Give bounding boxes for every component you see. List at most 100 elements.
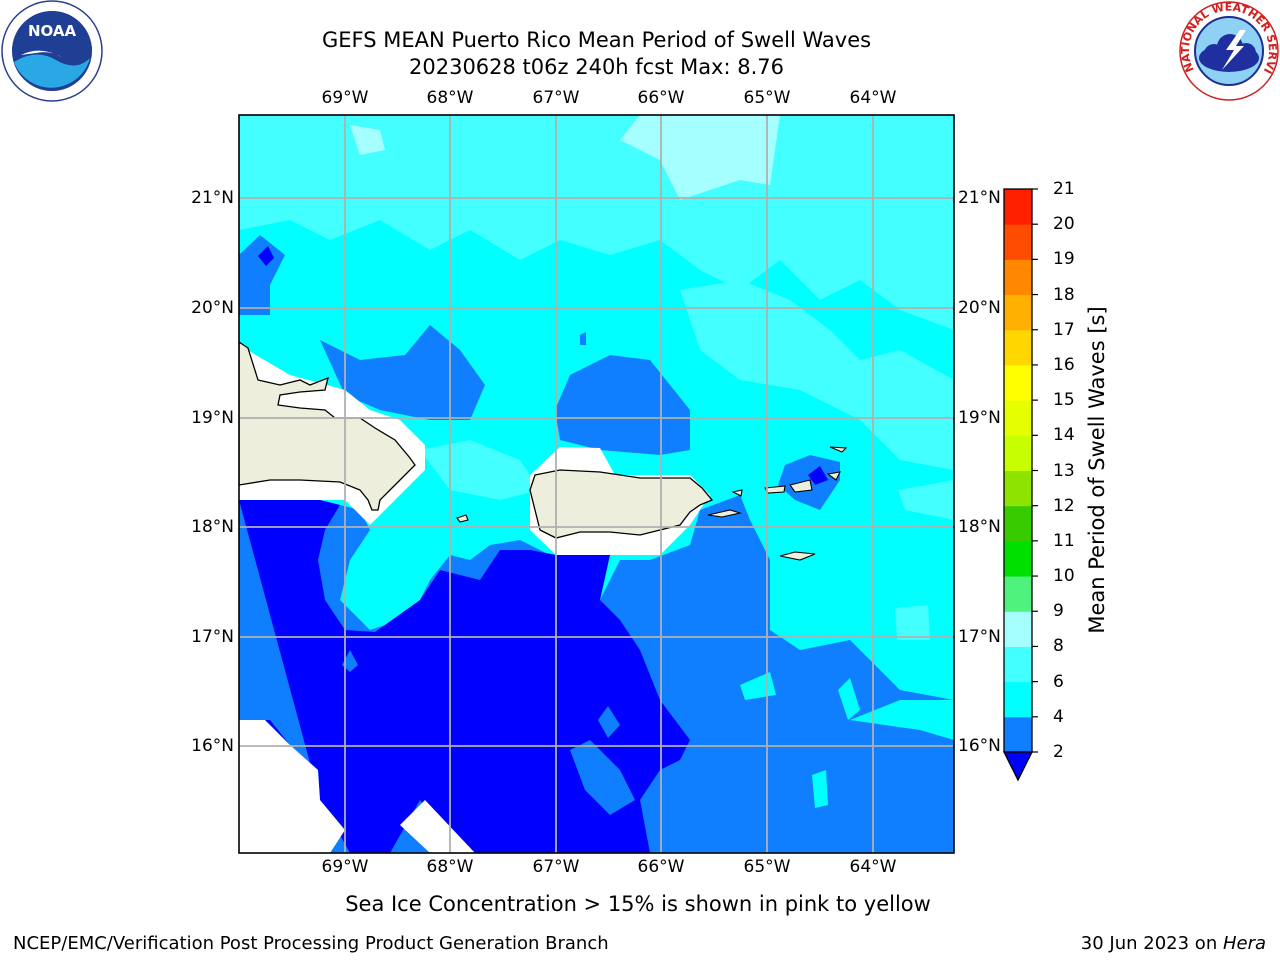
footer-date-text: 30 Jun 2023 on [1080,933,1223,954]
lon-tick-label-bottom: 66°W [637,857,685,877]
masked-region [239,720,345,853]
colorbar-tick-label: 8 [1053,636,1064,657]
period-4-6-region [580,332,586,345]
colorbar-tick-label: 13 [1053,460,1075,481]
lat-tick-label-left: 19°N [191,408,234,428]
period-4-6-region [555,355,690,455]
period-8-9-region [680,280,954,470]
lat-tick-label-right: 19°N [958,408,1001,428]
colorbar-tick-label: 15 [1053,390,1075,411]
colorbar-tick-label: 17 [1053,319,1075,340]
period-4-6-region [239,235,285,315]
lon-tick-label-bottom: 64°W [849,857,897,877]
colorbar-segment [1004,189,1032,225]
nws-logo: NATIONAL WEATHER SERVICE [1178,0,1279,101]
lon-tick-label-bottom: 65°W [743,857,791,877]
colorbar-segment [1004,364,1032,401]
period-8-9-region [895,605,930,640]
period-2-4-region [258,246,274,266]
colorbar-segment [1004,505,1032,542]
lat-tick-label-right: 20°N [958,298,1001,318]
colorbar-segment [1004,400,1032,436]
lat-tick-label-right: 16°N [958,736,1001,756]
colorbar-segment [1004,470,1032,507]
small-island [779,551,816,561]
map-gridlines [239,115,954,853]
colorbar-segment [1004,224,1032,260]
lon-tick-label-bottom: 67°W [532,857,580,877]
colorbar-segment [1004,540,1032,577]
period-2-4-region [570,740,635,815]
colorbar-tick-label: 18 [1053,284,1075,305]
colorbar [1002,188,1038,782]
colorbar-segment [1004,259,1032,296]
period-6-8-region [812,770,828,808]
footer-machine: Hera [1222,933,1266,954]
lon-tick-label-top: 68°W [426,88,474,108]
map-frame [238,114,955,854]
colorbar-tick-label: 9 [1053,601,1064,622]
colorbar-tick-label: 10 [1053,566,1075,587]
colorbar-tick-label: 6 [1053,671,1064,692]
small-island [707,509,743,518]
noaa-logo-text: NOAA [28,22,77,40]
period-8-9-region [239,115,954,330]
period-2-4-region [808,466,828,485]
lat-tick-label-left: 21°N [191,188,234,208]
sea-ice-note: Sea Ice Concentration > 15% is shown in … [345,892,931,916]
colorbar-tick-label: 21 [1053,179,1075,199]
lon-tick-label-top: 64°W [849,88,897,108]
lat-tick-label-right: 21°N [958,188,1001,208]
small-island [829,446,848,453]
colorbar-segment [1004,681,1032,718]
noaa-logo: NOAA [1,0,103,102]
colorbar-tick-label: 4 [1053,706,1064,727]
small-island [826,471,841,481]
period-9-10-region [620,115,780,200]
period-2-4-region [342,650,358,672]
masked-region [400,800,475,853]
lat-tick-label-left: 20°N [191,298,234,318]
period-6-8-region [850,700,954,740]
colorbar-tick-label: 19 [1053,249,1075,270]
lat-tick-label-left: 17°N [191,627,234,647]
lat-tick-label-right: 18°N [958,517,1001,537]
period-9-10-region [350,125,385,155]
colorbar-label: Mean Period of Swell Waves [s] [1085,306,1109,634]
period-4-6-region [320,325,485,420]
colorbar-extend-arrow [1002,751,1034,782]
colorbar-segment [1004,435,1032,471]
lon-tick-label-top: 67°W [532,88,580,108]
small-island [456,514,469,523]
footer-date: 30 Jun 2023 on Hera [1081,933,1266,954]
chart-title: GEFS MEAN Puerto Rico Mean Period of Swe… [321,28,872,52]
colorbar-segment [1004,646,1032,683]
contour-field [239,115,954,853]
lon-tick-label-top: 69°W [321,88,369,108]
period-8-9-region [898,480,954,520]
colorbar-segment [1004,611,1032,647]
lon-tick-label-bottom: 68°W [426,857,474,877]
lon-tick-label-top: 66°W [637,88,685,108]
period-6-8-region [838,678,860,720]
colorbar-tick-label: 20 [1053,214,1075,235]
colorbar-tick-label: 11 [1053,530,1075,551]
colorbar-segment [1004,716,1032,753]
footer-producer: NCEP/EMC/Verification Post Processing Pr… [13,933,609,954]
hispaniola-land [239,341,416,511]
puerto-rico-land [529,469,714,539]
colorbar-segment [1004,329,1032,366]
colorbar-tick-label: 2 [1053,742,1064,762]
small-island [789,479,813,493]
chart-subtitle-forecast: 20230628 t06z 240h fcst Max: 8.76 [409,55,784,79]
colorbar-segment [1004,576,1032,612]
colorbar-tick-label: 14 [1053,425,1075,446]
lat-tick-label-right: 17°N [958,627,1001,647]
period-2-4-region [598,706,620,738]
colorbar-tick-label: 16 [1053,354,1075,375]
lat-tick-label-left: 18°N [191,517,234,537]
colorbar-segment [1004,294,1032,331]
colorbar-tick-label: 12 [1053,495,1075,516]
small-island [731,489,743,497]
